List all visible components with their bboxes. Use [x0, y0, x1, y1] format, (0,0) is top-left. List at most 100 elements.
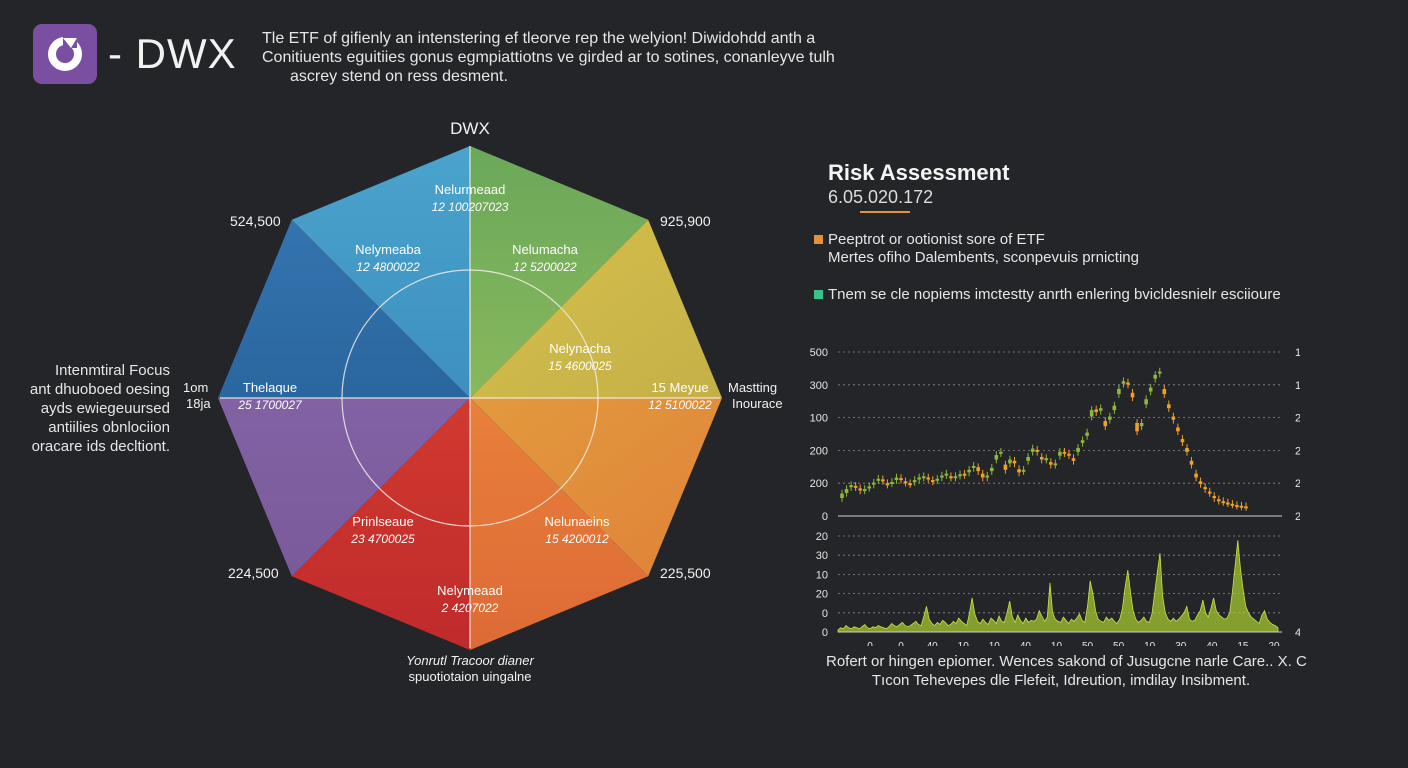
volume-y-tick: 10: [816, 569, 828, 581]
candle-body: [944, 473, 949, 476]
pie-slice: [470, 398, 649, 650]
candle-body: [903, 481, 908, 484]
candle-body: [1076, 447, 1080, 452]
pie-footer-line: Yonrutl Tracoor dianer: [406, 653, 534, 668]
volume-y-tick: 20: [816, 531, 828, 543]
left-note-line: Intenmtiral Focus: [54, 362, 170, 379]
candle-body: [853, 485, 858, 488]
candle-body: [1053, 463, 1058, 466]
candle-body: [1021, 469, 1026, 472]
candle-body: [917, 477, 921, 480]
candle-body: [1089, 410, 1094, 417]
candle-body: [912, 480, 917, 483]
risk-note-2: Tnem se cle nopiems imctestty anrth enle…: [828, 286, 1281, 303]
price-left-tick: 200: [810, 445, 828, 457]
right-axis-label: Inourace: [732, 396, 783, 411]
risk-value: 6.05.020.172: [828, 187, 934, 207]
candle-body: [885, 483, 890, 486]
price-volume-chart: 5001,5003001,3001002,5002002,9002002,600…: [810, 347, 1300, 646]
corner-label: 524,500: [230, 213, 281, 229]
candle-body: [1167, 404, 1171, 409]
volume-right-tick: 4: [1295, 627, 1300, 639]
volume-x-tick: 10: [1051, 641, 1063, 646]
slice-label: Nelurmeaad: [435, 182, 506, 197]
candle-body: [1008, 459, 1012, 464]
candle-body: [976, 467, 980, 472]
pie-inner-ring: [341, 269, 599, 527]
candle-body: [1044, 458, 1049, 461]
volume-y-tick: 0: [822, 627, 828, 639]
intro-line: ascrey stend on ress desment.: [290, 68, 508, 85]
candle-body: [1108, 416, 1112, 420]
price-right-tick: 1,300: [1295, 380, 1300, 392]
candle-body: [1153, 374, 1158, 379]
candle-body: [899, 478, 903, 481]
candle-body: [881, 479, 885, 482]
candle-body: [1126, 382, 1130, 385]
candle-body: [1017, 469, 1021, 473]
pie-slice: [291, 146, 470, 398]
chart-caption: Rofert or hingen epiomer. Wences sakond …: [826, 652, 1307, 690]
candle-body: [962, 473, 967, 476]
candle-body: [1117, 388, 1121, 395]
candle-body: [1026, 456, 1030, 461]
candle-body: [1121, 381, 1126, 384]
candle-body: [1035, 449, 1039, 452]
pie-slice: [470, 219, 722, 398]
candle-body: [1216, 499, 1221, 502]
candle-body: [949, 476, 953, 479]
refresh-ring-icon: [48, 36, 82, 71]
candle-body: [1003, 464, 1008, 470]
candle-body: [958, 474, 962, 477]
candle-body: [862, 489, 867, 492]
candle-body: [894, 477, 899, 481]
price-right-tick: 1,500: [1295, 347, 1300, 359]
candle-body: [1071, 458, 1076, 461]
candle-body: [1185, 447, 1189, 452]
candle-body: [1130, 392, 1135, 398]
pie-slice: [218, 398, 470, 577]
candle-body: [908, 483, 912, 486]
candle-body: [1235, 505, 1239, 508]
volume-x-tick: 10: [1144, 641, 1156, 646]
candle-body: [840, 493, 844, 499]
candle-body: [1112, 405, 1117, 411]
slice-label: 15 Meyue: [651, 380, 708, 395]
left-axis-label: 18ja: [186, 396, 211, 411]
candle-body: [1230, 503, 1235, 506]
left-note-line: antiilies obnlociion: [48, 419, 170, 436]
candle-body: [1085, 432, 1089, 436]
left-axis-label: 1om: [183, 380, 208, 395]
candle-body: [930, 480, 935, 483]
candle-body: [1144, 399, 1148, 405]
slice-label: Prinlseaue: [352, 514, 413, 529]
caption-line: Tıcon Tehevepes dle Flefeit, Idreution, …: [871, 672, 1251, 689]
volume-x-tick: 15: [1237, 641, 1249, 646]
candle-body: [980, 473, 985, 478]
price-left-tick: 100: [810, 413, 828, 425]
slice-value: 25 1700027: [237, 398, 303, 412]
left-note-line: ant dhuoboed oesing: [29, 381, 170, 398]
volume-x-tick: 50: [1082, 641, 1094, 646]
slice-value: 12 5100022: [648, 398, 712, 412]
candle-body: [967, 469, 971, 473]
candle-body: [989, 467, 994, 472]
slice-value: 12 100207023: [432, 200, 509, 214]
candle-body: [1171, 416, 1176, 420]
candle-body: [1180, 439, 1185, 443]
candle-body: [858, 488, 862, 491]
volume-x-tick: 40: [927, 641, 939, 646]
candle-body: [1212, 496, 1217, 499]
inner-slice-label: Nelynacha: [549, 341, 611, 356]
left-note: Intenmtiral Focus ant dhuoboed oesing ay…: [20, 361, 170, 456]
slice-value: 15 4200012: [545, 532, 609, 546]
caption-line: Rofert or hingen epiomer. Wences sakond …: [826, 653, 1307, 670]
candle-body: [1226, 502, 1230, 505]
risk-title: Risk Assessment: [828, 160, 1010, 185]
candle-body: [1012, 460, 1017, 464]
orange-legend-swatch: [814, 235, 823, 244]
price-right-tick: 2,600: [1295, 511, 1300, 523]
volume-x-tick: 0: [867, 641, 873, 646]
risk-underline: [860, 211, 910, 213]
